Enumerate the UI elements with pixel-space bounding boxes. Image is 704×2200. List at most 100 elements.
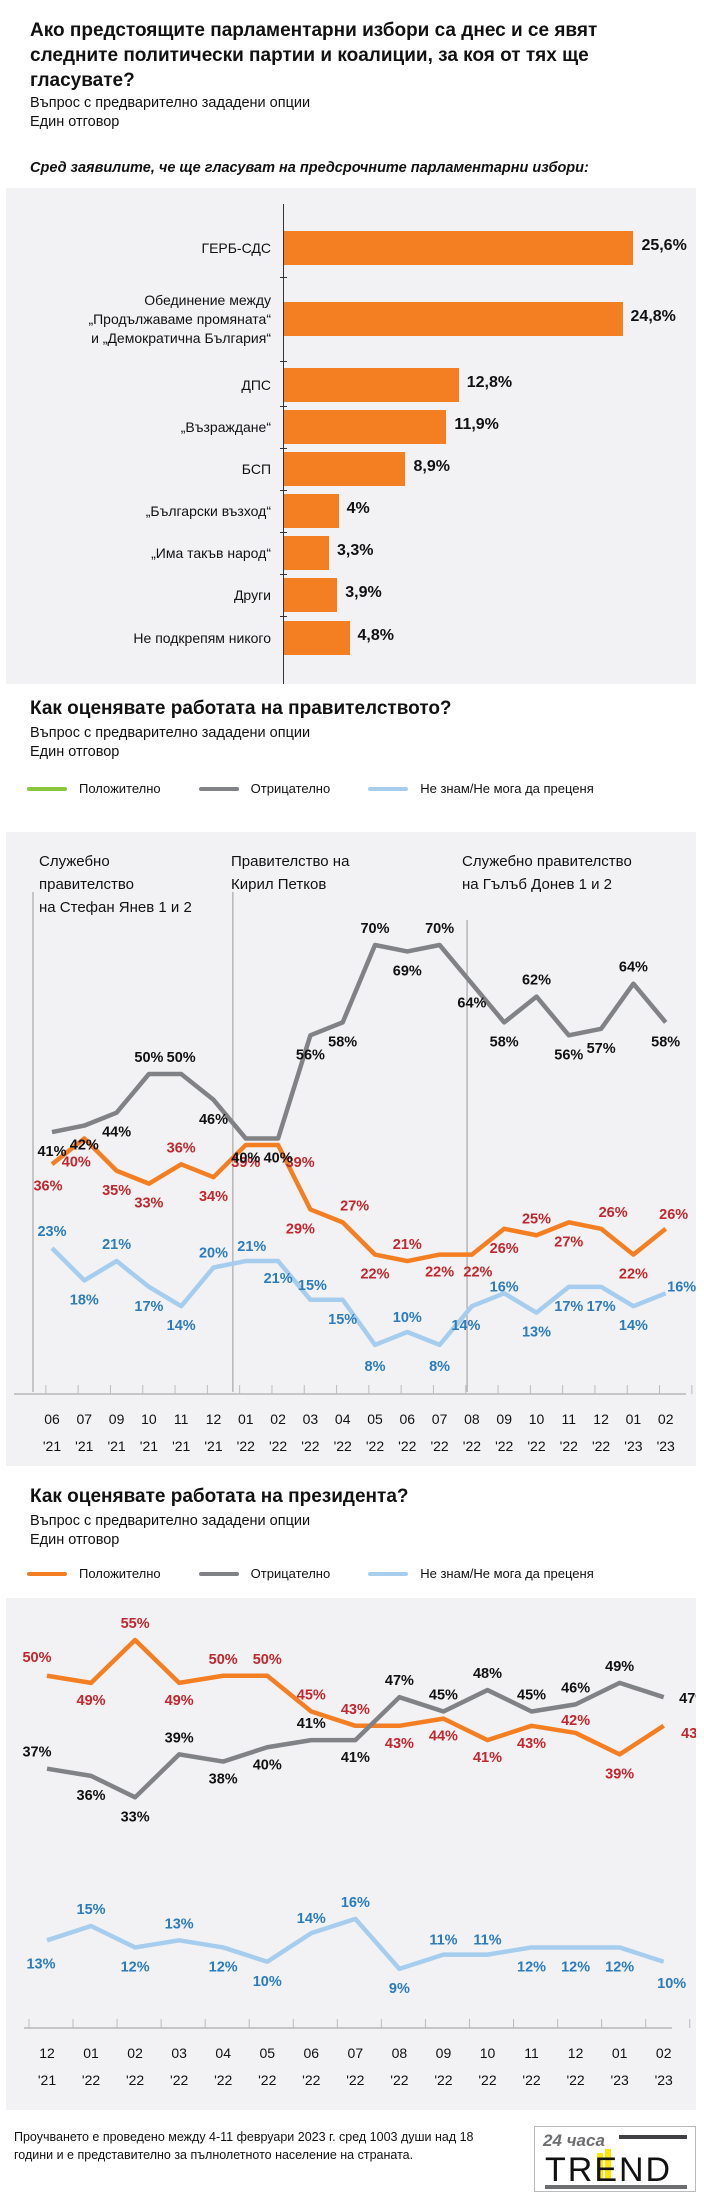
data-label: 14%	[451, 1318, 480, 1334]
x-tick-label-year: '22	[398, 1438, 416, 1454]
x-tick-label-year: '22	[527, 1438, 545, 1454]
period-label: Служебно	[39, 853, 110, 870]
government-line-chart: Служебно правителство на Стефан Янев 1 и 2…	[14, 853, 696, 1454]
government-chart-panel: Служебно правителство на Стефан Янев 1 и 2…	[6, 832, 696, 1466]
legend-label-negative: Отрицателно	[250, 1566, 331, 1581]
x-tick-label-month: 07	[432, 1411, 448, 1427]
data-label: 22%	[463, 1265, 492, 1281]
bar	[284, 231, 634, 265]
data-label: 15%	[298, 1278, 327, 1294]
bar-value-label: 4%	[346, 500, 370, 517]
data-label: 50%	[22, 1650, 51, 1666]
series-line-2	[50, 1246, 667, 1348]
data-label: 43%	[681, 1726, 696, 1742]
x-tick-label-year: '22	[170, 2072, 188, 2088]
logo-24-chasa: 24 часа	[542, 2131, 605, 2150]
x-tick-label-year: '22	[237, 1438, 255, 1454]
government-question-title: Как оценявате работата на правителството…	[30, 698, 452, 719]
data-label: 42%	[70, 1138, 99, 1154]
data-label: 62%	[522, 973, 551, 989]
president-legend: Положително Отрицателно Не знам/Не мога …	[27, 1566, 632, 1581]
data-label: 39%	[165, 1730, 194, 1746]
x-tick-label-month: 03	[171, 2045, 187, 2061]
bar-chart: ГЕРБ-СДС 25,6% Обединение между „Продължава…	[6, 188, 696, 684]
x-tick-label-year: '22	[434, 2072, 452, 2088]
x-tick-label-year: '23	[611, 2072, 629, 2088]
bar-chart-axis	[283, 204, 284, 684]
x-tick-label-year: '22	[478, 2072, 496, 2088]
period-label: на Гълъб Донев 1 и 2	[462, 876, 612, 893]
logo-bottom-rule	[545, 2185, 687, 2189]
x-tick-label-month: 09	[109, 1411, 125, 1427]
x-tick-label-year: '22	[366, 1438, 384, 1454]
president-line-chart: 12 '21 01 '22 02 '22 03 '22 04 '22 05 '22 06 '22 07 '22…	[22, 1616, 704, 2088]
data-label: 45%	[297, 1688, 326, 1704]
x-tick-label-year: '22	[346, 2072, 364, 2088]
vote-question-note: Сред заявилите, че ще гласуват на предср…	[30, 160, 589, 176]
x-tick-label-month: 09	[436, 2045, 452, 2061]
bar-chart-tick	[280, 361, 287, 362]
data-label: 49%	[605, 1659, 634, 1675]
data-label: 43%	[341, 1702, 370, 1718]
data-label: 21%	[393, 1237, 422, 1253]
trend-logo-graphic: 24 часа TREND	[542, 2131, 687, 2189]
president-question-answer-type: Един отговор	[30, 1532, 120, 1548]
x-tick-label-year: '22	[301, 1438, 319, 1454]
legend-item-dont-know: Не знам/Не мога да преценя	[368, 1566, 594, 1581]
data-label: 43%	[517, 1736, 546, 1752]
x-tick-label-month: 05	[367, 1411, 383, 1427]
data-label: 47%	[385, 1673, 414, 1689]
bar-chart-tick	[280, 448, 287, 449]
legend-item-negative: Отрицателно	[198, 781, 330, 796]
bar	[284, 410, 447, 444]
data-label: 46%	[561, 1680, 590, 1696]
data-label: 47%	[679, 1691, 696, 1707]
x-tick-label-year: '21	[43, 1438, 61, 1454]
data-label: 58%	[328, 1034, 357, 1050]
x-tick-label-month: 06	[400, 1411, 416, 1427]
data-label: 26%	[659, 1207, 688, 1223]
data-label: 50%	[209, 1652, 238, 1668]
x-tick-label-year: '22	[463, 1438, 481, 1454]
x-tick-label-month: 06	[304, 2045, 320, 2061]
data-label: 10%	[393, 1310, 422, 1326]
x-tick-label-month: 01	[612, 2045, 628, 2061]
data-label: 16%	[667, 1279, 696, 1295]
data-label: 48%	[473, 1666, 502, 1682]
bar-value-label: 25,6%	[641, 237, 687, 254]
data-label: 14%	[167, 1318, 196, 1334]
vote-question-subtitle: Въпрос с предварително зададени опции	[30, 95, 311, 111]
data-label: 12%	[561, 1959, 590, 1975]
data-label: 45%	[517, 1688, 546, 1704]
data-label: 44%	[102, 1125, 131, 1141]
data-label: 26%	[490, 1241, 519, 1257]
government-question-answer-type: Един отговор	[30, 744, 120, 760]
x-tick-label-month: 10	[480, 2045, 496, 2061]
bar-chart-panel: ГЕРБ-СДС 25,6% Обединение между „Продължава…	[6, 188, 696, 684]
x-tick-label-month: 11	[174, 1411, 189, 1427]
x-tick-label-month: 11	[524, 2045, 539, 2061]
bar-category-label: БСП	[241, 460, 271, 477]
legend-swatch-positive	[27, 1571, 67, 1576]
bar-value-label: 4,8%	[357, 627, 394, 644]
x-tick-label-month: 12	[39, 2045, 55, 2061]
bar-chart-tick	[280, 277, 287, 278]
data-label: 56%	[296, 1047, 325, 1063]
methodology-note: Проучването е проведено между 4-11 февру…	[14, 2130, 474, 2162]
x-tick-label-month: 12	[206, 1411, 222, 1427]
data-label: 17%	[554, 1299, 583, 1315]
data-label: 41%	[473, 1750, 502, 1766]
bar-category-label: „Възраждане“	[180, 418, 271, 435]
data-label: 40%	[231, 1151, 260, 1167]
data-label: 18%	[70, 1292, 99, 1308]
president-question-title: Как оценявате работата на президента?	[30, 1486, 409, 1507]
bar	[284, 302, 623, 336]
x-tick-label-month: 06	[44, 1411, 60, 1427]
data-label: 36%	[77, 1788, 106, 1804]
data-label: 37%	[22, 1745, 51, 1761]
data-label: 12%	[517, 1959, 546, 1975]
x-tick-label-month: 02	[656, 2045, 672, 2061]
data-label: 40%	[264, 1151, 293, 1167]
data-label: 44%	[429, 1729, 458, 1745]
x-tick-label-month: 01	[238, 1411, 254, 1427]
